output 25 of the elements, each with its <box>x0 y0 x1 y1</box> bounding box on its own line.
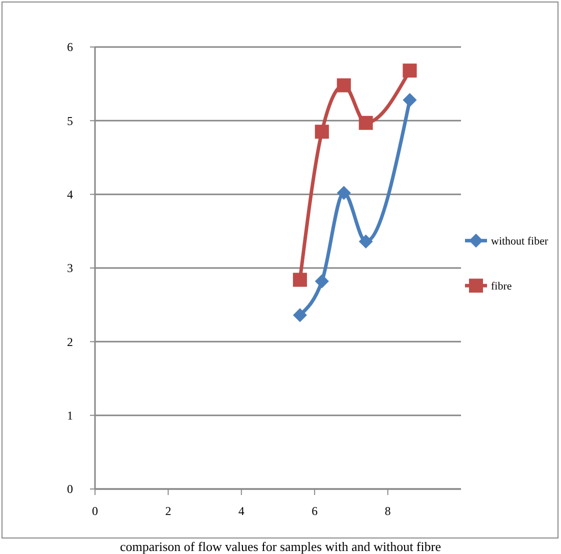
legend-label: fibre <box>491 280 512 292</box>
x-tick-label: 6 <box>312 504 318 518</box>
point <box>314 124 329 139</box>
x-tick-label: 4 <box>238 504 244 518</box>
point <box>292 308 307 322</box>
point <box>292 272 307 287</box>
y-tick-label: 0 <box>67 482 73 496</box>
point <box>336 78 351 92</box>
x-tick-label: 8 <box>384 504 391 518</box>
point <box>336 186 351 200</box>
point <box>402 64 417 78</box>
x-tick-label: 0 <box>92 504 98 518</box>
y-tick-label: 6 <box>67 40 73 54</box>
y-tick-label: 4 <box>67 188 73 202</box>
y-tick-label: 5 <box>67 114 73 128</box>
point <box>314 274 329 288</box>
y-tick-label: 3 <box>67 261 73 276</box>
y-tick-label: 2 <box>67 334 73 349</box>
point <box>402 93 417 108</box>
text: comparison of flow values for samples with and without fibre <box>120 539 442 554</box>
x-tick-label: 2 <box>165 504 172 518</box>
point <box>358 234 373 248</box>
y-tick-label: 1 <box>67 408 73 423</box>
legend-label: without fiber <box>491 235 548 248</box>
point <box>358 116 373 130</box>
